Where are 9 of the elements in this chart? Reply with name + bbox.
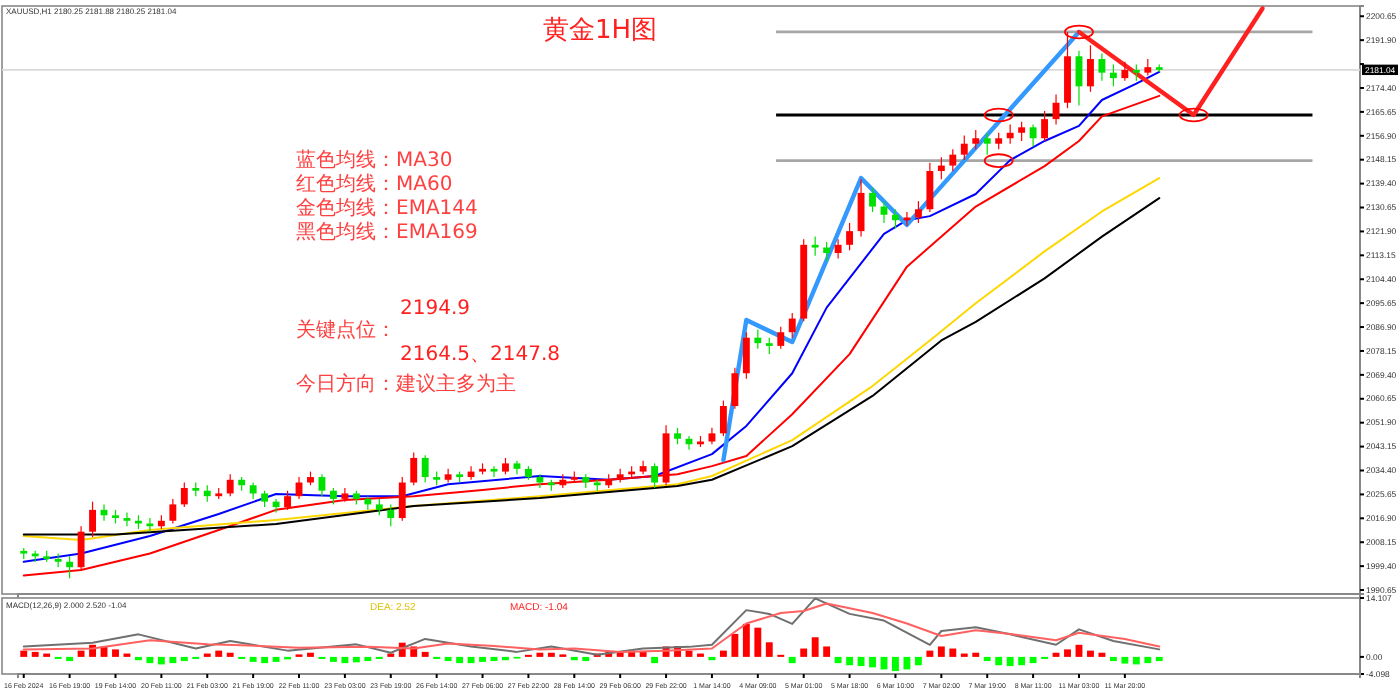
chart-title: 黄金1H图 <box>542 16 658 46</box>
annotation: 金色均线：EMA144 <box>296 196 478 220</box>
annotation: 2194.9 <box>400 298 470 320</box>
annotation: 蓝色均线：MA30 <box>296 148 453 172</box>
annotation: 今日方向：建议主多为主 <box>296 372 516 396</box>
annotation: 红色均线：MA60 <box>296 172 453 196</box>
annotation: 2164.5、2147.8 <box>400 344 560 366</box>
annotation: 黑色均线：EMA169 <box>296 220 478 244</box>
annotation: 关键点位： <box>296 318 396 342</box>
